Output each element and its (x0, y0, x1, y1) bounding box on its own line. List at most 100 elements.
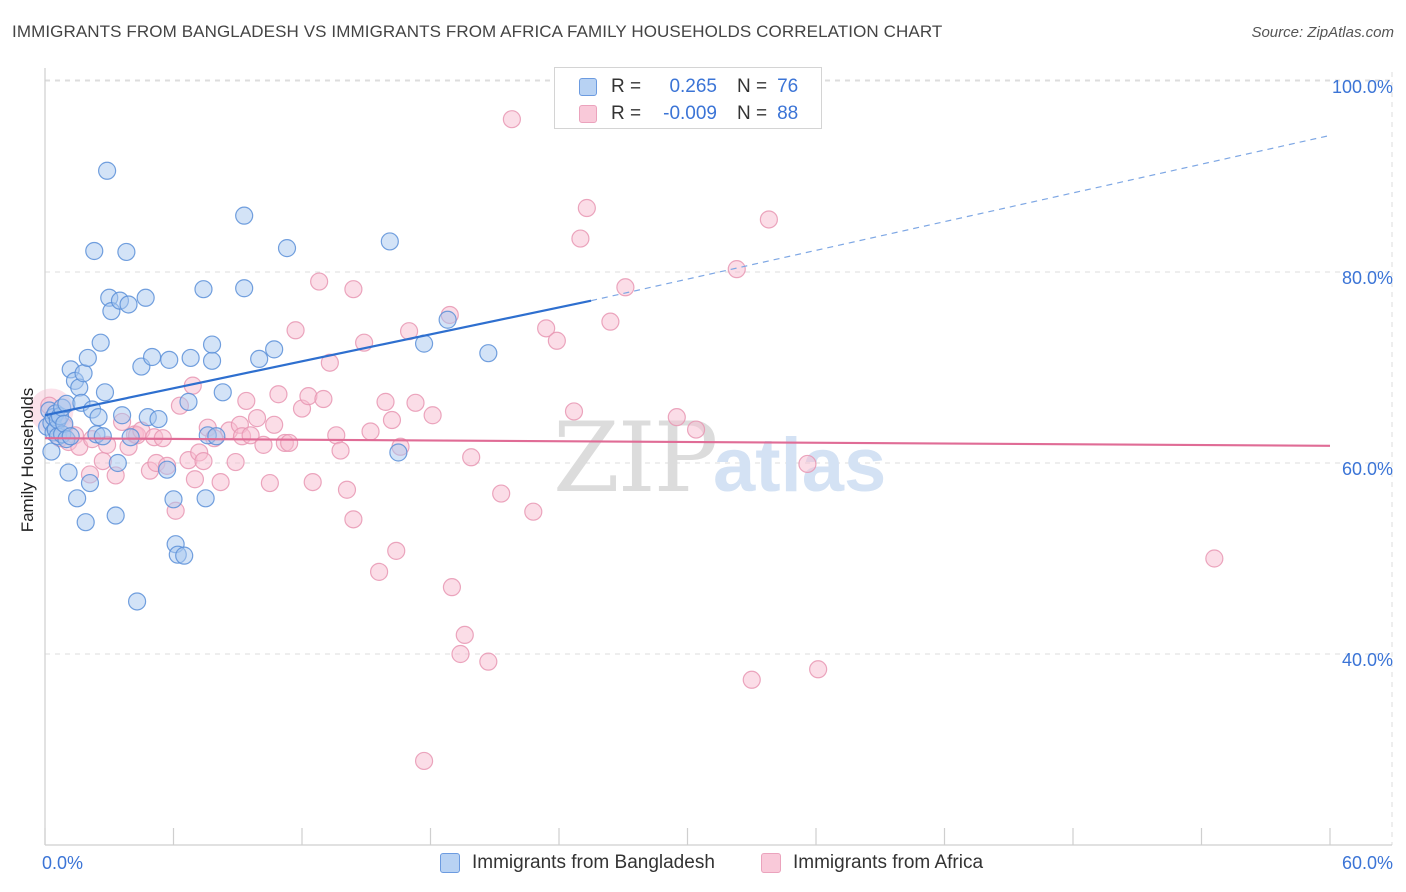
legend-n-label: N = (737, 76, 768, 97)
chart-source: Source: ZipAtlas.com (1251, 24, 1394, 41)
legend-swatch-blue (579, 78, 597, 96)
trend-line-bangladesh-extension (590, 134, 1331, 302)
data-point-africa (211, 473, 230, 492)
legend-item-africa: Immigrants from Africa (761, 852, 983, 874)
tick-labels: 40.0% 60.0% 80.0% 100.0% 0.0% 60.0% (42, 77, 1393, 873)
data-point-bangladesh (108, 453, 127, 473)
data-point-bangladesh (213, 383, 232, 402)
data-point-bangladesh (42, 442, 61, 461)
series-legend: Immigrants from Bangladesh Immigrants fr… (0, 852, 1406, 878)
data-point-bangladesh (479, 344, 498, 363)
data-point-africa (451, 644, 470, 664)
data-point-bangladesh (175, 546, 194, 565)
data-point-bangladesh (207, 427, 226, 446)
data-point-bangladesh (74, 364, 93, 383)
data-point-bangladesh (142, 347, 162, 367)
legend-r-label: R = (611, 76, 642, 97)
data-point-bangladesh (80, 473, 100, 493)
data-point-bangladesh (95, 383, 115, 402)
legend-row-bangladesh: R = 0.265 N = 76 (579, 76, 798, 98)
data-point-africa (331, 441, 350, 460)
x-tick-label: 60.0% (1342, 853, 1393, 873)
legend-row-africa: R = -0.009 N = 88 (579, 103, 798, 125)
data-point-africa (303, 473, 322, 492)
data-point-africa (382, 410, 402, 430)
legend-swatch-pink (579, 105, 597, 123)
data-point-bangladesh (196, 489, 215, 508)
data-point-bangladesh (157, 460, 177, 479)
y-tick-label: 60.0% (1342, 459, 1393, 479)
data-point-bangladesh (202, 335, 222, 354)
data-point-africa (667, 408, 686, 427)
data-point-bangladesh (179, 392, 198, 411)
legend-r-label: R = (611, 103, 642, 124)
data-point-bangladesh (91, 333, 110, 352)
trend-lines (44, 134, 1331, 447)
data-point-bangladesh (119, 295, 138, 314)
data-point-bangladesh (98, 161, 117, 180)
data-point-bangladesh (68, 489, 87, 508)
data-point-africa (442, 578, 462, 597)
legend-label-africa: Immigrants from Africa (793, 852, 984, 873)
data-point-africa (479, 652, 498, 671)
data-point-bangladesh (76, 513, 95, 532)
legend-label-bangladesh: Immigrants from Bangladesh (472, 852, 715, 873)
data-point-africa (524, 502, 543, 521)
data-point-africa (462, 448, 481, 467)
y-axis-label: Family Households (18, 387, 37, 533)
data-point-bangladesh (194, 280, 213, 299)
x-tick-label: 0.0% (42, 853, 83, 873)
data-point-bangladesh (380, 232, 399, 251)
y-tick-label: 40.0% (1342, 650, 1393, 670)
data-point-bangladesh (164, 490, 183, 509)
data-point-africa (361, 422, 380, 441)
data-point-africa (320, 353, 339, 372)
correlation-legend: R = 0.265 N = 76 R = -0.009 N = 88 (554, 67, 822, 129)
data-point-bangladesh (61, 427, 80, 446)
data-point-bangladesh (389, 443, 408, 462)
data-point-africa (809, 660, 828, 679)
data-point-africa (423, 406, 442, 425)
data-point-africa (537, 319, 556, 338)
data-point-africa (344, 280, 363, 299)
data-point-africa (286, 321, 305, 340)
data-point-africa (93, 451, 112, 471)
data-point-africa (327, 426, 346, 445)
data-point-bangladesh (93, 427, 112, 446)
data-point-africa (601, 312, 620, 331)
data-point-africa (455, 625, 474, 645)
data-point-africa (564, 402, 584, 421)
data-point-africa (406, 393, 425, 412)
data-point-africa (686, 420, 706, 439)
data-point-africa (376, 392, 395, 411)
data-point-africa (1205, 549, 1224, 568)
data-point-bangladesh (106, 506, 125, 525)
data-point-bangladesh (181, 348, 200, 368)
legend-n-value: 88 (777, 103, 799, 124)
watermark: ZIP atlas (553, 402, 886, 514)
data-point-africa (265, 415, 284, 434)
data-point-africa (759, 210, 778, 229)
data-point-africa (798, 454, 817, 474)
data-point-africa (577, 198, 596, 218)
data-point-africa (260, 473, 279, 493)
data-point-africa (185, 470, 205, 489)
data-point-africa (547, 331, 566, 350)
data-point-bangladesh (235, 206, 254, 225)
legend-n-value: 76 (777, 76, 799, 97)
trend-line-africa (44, 437, 1331, 447)
data-point-bangladesh (59, 463, 78, 482)
legend-swatch-blue (440, 853, 460, 873)
data-point-africa (727, 260, 746, 279)
data-point-africa (502, 110, 521, 129)
legend-r-value: -0.009 (663, 103, 717, 124)
data-point-africa (742, 670, 761, 689)
legend-r-value: 0.265 (669, 76, 717, 97)
data-point-bangladesh (250, 349, 269, 369)
data-point-africa (337, 480, 357, 499)
legend-item-bangladesh: Immigrants from Bangladesh (440, 852, 715, 874)
data-point-africa (370, 562, 389, 581)
data-point-bangladesh (202, 351, 222, 370)
y-tick-label: 100.0% (1332, 77, 1393, 97)
